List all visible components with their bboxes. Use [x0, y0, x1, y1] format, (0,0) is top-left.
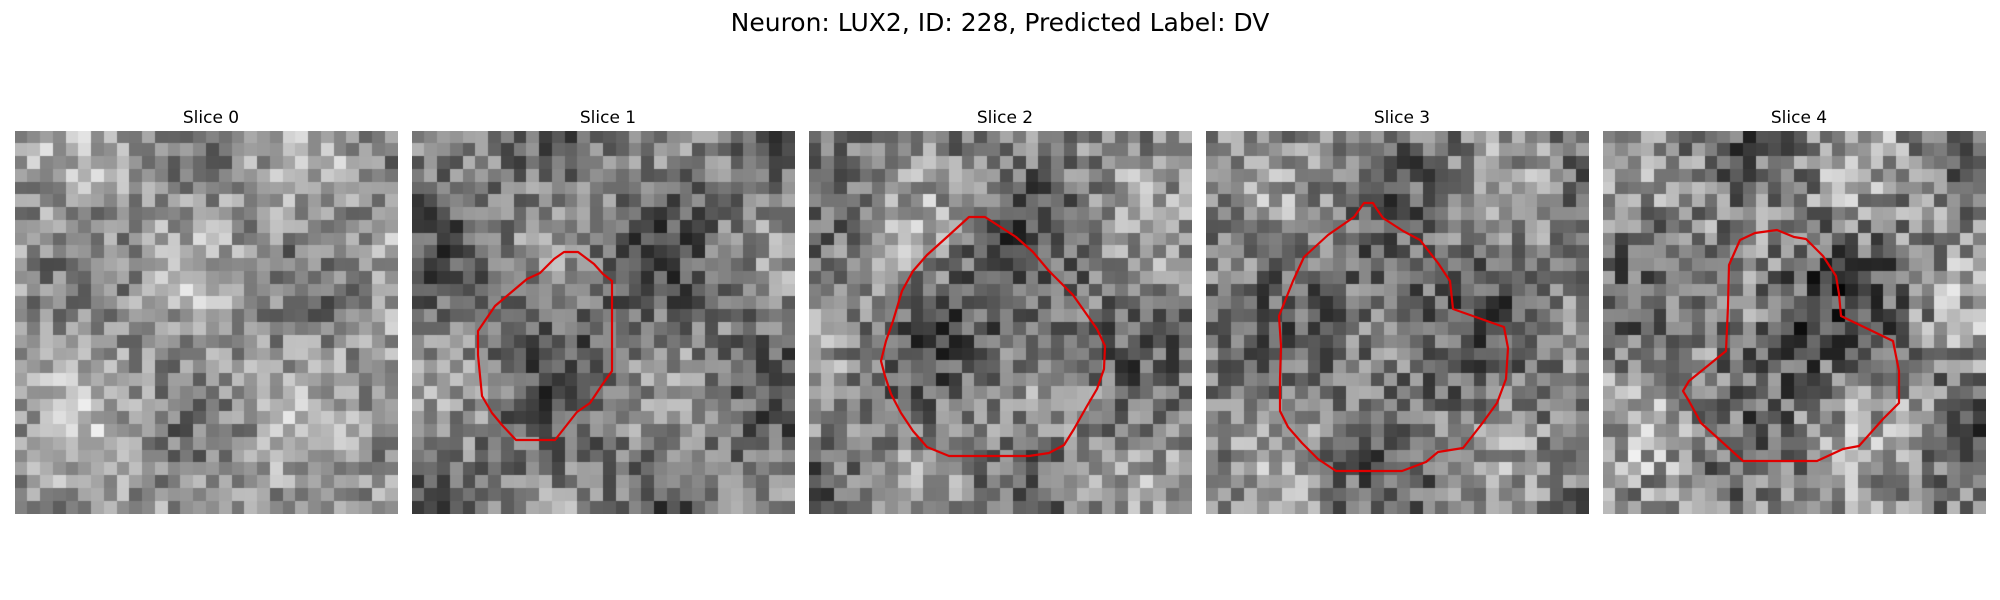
slice-title: Slice 2 [976, 108, 1034, 128]
slice-image [1603, 131, 1986, 514]
slice-panel-2: Slice 2 [809, 106, 1201, 514]
slice-image [412, 131, 795, 514]
slice-title: Slice 4 [1770, 108, 1828, 128]
slice-image [809, 131, 1192, 514]
slice-title: Slice 0 [182, 108, 240, 128]
slice-image [15, 131, 398, 514]
figure-title: Neuron: LUX2, ID: 228, Predicted Label: … [730, 8, 1270, 37]
slice-panel-1: Slice 1 [412, 106, 804, 514]
slice-panel-3: Slice 3 [1206, 106, 1598, 514]
slice-panel-0: Slice 0 [15, 106, 407, 514]
slice-title: Slice 3 [1373, 108, 1431, 128]
slice-title: Slice 1 [579, 108, 637, 128]
slice-image [1206, 131, 1589, 514]
slice-panel-4: Slice 4 [1603, 106, 1995, 514]
